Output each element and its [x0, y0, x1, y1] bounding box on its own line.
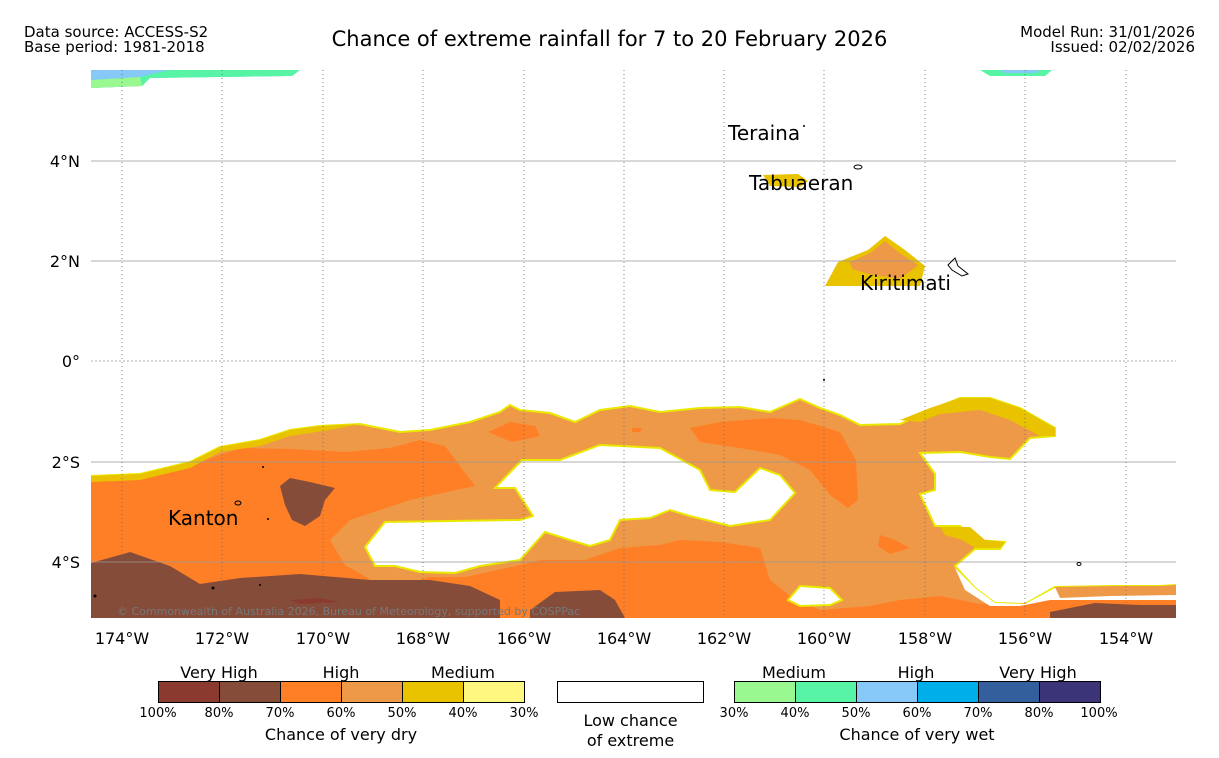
legend-dry-tick: 70%: [265, 706, 295, 721]
legend-swatch-dry-80-70: [219, 681, 281, 703]
wet-region-low: [91, 77, 142, 88]
very-dry-region-southeast: [1050, 603, 1176, 618]
lon-label-164w: 164°W: [597, 629, 652, 648]
legend-swatch-wet-70-80: [978, 681, 1040, 703]
lat-label-0: 0°: [62, 352, 80, 371]
lon-label-162w: 162°W: [697, 629, 752, 648]
low-chance-region-west: [363, 443, 797, 575]
legend-swatch-dry-50-40: [402, 681, 464, 703]
legend-dry-high: High: [322, 663, 360, 682]
legend-swatch-wet-30-40: [734, 681, 796, 703]
legend-dry-tick: 60%: [326, 706, 356, 721]
place-label-teraina: Teraina: [727, 121, 800, 145]
legend-dry-label: Chance of very dry: [264, 725, 418, 744]
legend-dry-tick: 40%: [448, 706, 478, 721]
legend-swatch-wet-50-60: [856, 681, 918, 703]
very-dry-region-south: [91, 552, 500, 618]
lon-label-168w: 168°W: [396, 629, 451, 648]
dry-region-medium-low-east: [900, 398, 1055, 436]
legend-dry-tick: 30%: [509, 706, 539, 721]
legend-wet-tick: 80%: [1024, 706, 1054, 721]
lat-label-4s: 4°S: [52, 553, 80, 572]
legend-wet-tick: 40%: [780, 706, 810, 721]
place-label-tabuaeran: Tabuaeran: [748, 171, 853, 195]
dry-region-high-central: [690, 418, 858, 508]
legend-dry-very-high: Very High: [180, 663, 258, 682]
place-label-kiritimati: Kiritimati: [860, 271, 951, 295]
legend-wet-tick: 30%: [719, 706, 749, 721]
legend-wet-medium: Medium: [762, 663, 826, 682]
legend-swatch-low-chance: [557, 681, 704, 703]
legend-wet-label: Chance of very wet: [839, 725, 995, 744]
dry-region-tabuaeran: [763, 174, 808, 187]
lon-label-156w: 156°W: [998, 629, 1053, 648]
legend-dry-medium: Medium: [431, 663, 495, 682]
very-dry-region-kanton: [280, 478, 335, 526]
legend-wet-tick: 100%: [1080, 706, 1118, 721]
lon-label-170w: 170°W: [296, 629, 351, 648]
dry-region-medium-low-band: [91, 424, 360, 482]
very-dry-region-patch: [290, 598, 340, 604]
copyright-text: © Commonwealth of Australia 2026, Bureau…: [117, 605, 580, 618]
lon-label-174w: 174°W: [95, 629, 150, 648]
rainfall-map: Teraina Tabuaeran Kiritimati Kanton © Co…: [50, 70, 1176, 648]
low-chance-region-southeast: [955, 568, 1176, 606]
legend-dry-tick: 100%: [139, 706, 177, 721]
low-chance-region-south: [786, 584, 844, 608]
dry-region-high-spot1: [488, 422, 540, 442]
very-dry-region-south-center: [530, 590, 625, 618]
issued-date: Issued: 02/02/2026: [1050, 38, 1195, 56]
legend-low-chance-line1: Low chance: [583, 711, 678, 730]
lat-label-2s: 2°S: [52, 453, 80, 472]
dry-region-high-spot2: [878, 535, 910, 554]
legend-swatch-wet-80-100: [1039, 681, 1101, 703]
legend-wet-tick: 70%: [963, 706, 993, 721]
legend-wet-tick: 60%: [902, 706, 932, 721]
dry-region-kiritimati-core: [846, 238, 922, 282]
legend-dry-tick: 50%: [387, 706, 417, 721]
wet-region-medium: [91, 70, 300, 88]
data-source: Data source: ACCESS-S2: [24, 23, 209, 41]
island-outlines: [234, 164, 1082, 566]
legend-wet-very-high: Very High: [999, 663, 1077, 682]
lat-label-2n: 2°N: [50, 252, 80, 271]
legend-swatch-wet-40-50: [795, 681, 857, 703]
lon-label-158w: 158°W: [898, 629, 953, 648]
longitude-gridlines: [121, 70, 1127, 618]
base-period: Base period: 1981-2018: [24, 38, 205, 56]
legend-wet-high: High: [897, 663, 935, 682]
legend-swatch-dry-60-50: [341, 681, 403, 703]
dry-region-high-south: [91, 440, 1176, 618]
legend-wet-tick: 50%: [841, 706, 871, 721]
model-run: Model Run: 31/01/2026: [1020, 23, 1195, 41]
lon-label-160w: 160°W: [797, 629, 852, 648]
map-title: Chance of extreme rainfall for 7 to 20 F…: [331, 27, 888, 51]
latitude-gridlines: [91, 160, 1176, 563]
lon-label-166w: 166°W: [497, 629, 552, 648]
lon-label-154w: 154°W: [1099, 629, 1154, 648]
wet-region-northeast-core: [1000, 70, 1040, 73]
legend-low-chance-line2: of extreme: [586, 731, 675, 750]
dry-region-high-spot3: [632, 428, 642, 432]
lon-label-172w: 172°W: [195, 629, 250, 648]
map-plot-area: Teraina Tabuaeran Kiritimati Kanton © Co…: [91, 70, 1176, 618]
dry-region-medium-low-southeast: [1055, 585, 1176, 598]
place-label-kanton: Kanton: [168, 506, 238, 530]
legend-swatch-dry-70-60: [280, 681, 342, 703]
lat-label-4n: 4°N: [50, 152, 80, 171]
dry-region-medium-low-south: [940, 527, 1005, 548]
legend-swatch-wet-60-70: [917, 681, 979, 703]
island-dots: [93, 125, 825, 598]
legend-swatch-dry-100-80: [158, 681, 220, 703]
legend-swatch-dry-40-30: [463, 681, 525, 703]
legend-dry-tick: 80%: [204, 706, 234, 721]
